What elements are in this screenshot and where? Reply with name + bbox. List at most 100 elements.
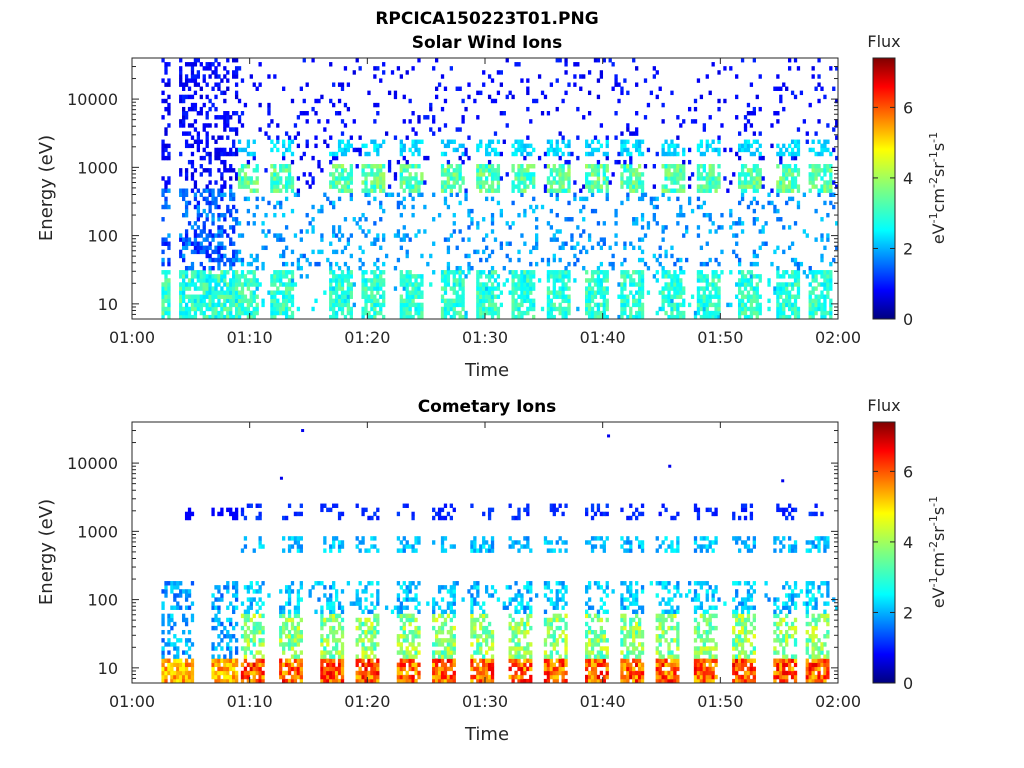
heatmap-cell [193, 192, 198, 198]
heatmap-cell [299, 536, 303, 541]
heatmap-cell [184, 241, 189, 246]
heatmap-cell [673, 172, 677, 177]
heatmap-cell [476, 221, 480, 226]
heatmap-cell [420, 290, 424, 295]
heatmap-cell [411, 613, 415, 619]
heatmap-cell [223, 634, 227, 639]
heatmap-cell [670, 314, 674, 320]
heatmap-cell [249, 302, 253, 308]
heatmap-cell [287, 585, 292, 590]
heatmap-cell [449, 302, 453, 308]
heatmap-cell [402, 581, 406, 586]
heatmap-cell [282, 625, 286, 631]
heatmap-cell [261, 670, 265, 676]
heatmap-cell [393, 94, 398, 100]
heatmap-cell [396, 200, 401, 206]
heatmap-cell [546, 176, 551, 181]
heatmap-cell [799, 261, 804, 267]
heatmap-cell [190, 581, 195, 586]
heatmap-cell [252, 290, 256, 295]
heatmap-cell [699, 184, 704, 189]
heatmap-cell [296, 131, 301, 136]
heatmap-cell [411, 662, 415, 668]
heatmap-cell [334, 184, 339, 189]
heatmap-cell [408, 180, 412, 185]
heatmap-cell [635, 111, 639, 116]
heatmap-cell [696, 196, 701, 202]
heatmap-cell [737, 200, 742, 206]
heatmap-cell [370, 294, 374, 299]
heatmap-cell [187, 200, 192, 206]
heatmap-cell [202, 196, 206, 202]
heatmap-cell [329, 629, 333, 635]
heatmap-cell [214, 151, 218, 157]
heatmap-cell [367, 90, 371, 96]
heatmap-cell [164, 294, 168, 299]
heatmap-cell [282, 151, 286, 157]
heatmap-cell [711, 180, 715, 185]
heatmap-cell [590, 208, 595, 214]
heatmap-cell [752, 168, 756, 173]
heatmap-cell [343, 151, 348, 157]
heatmap-cell [367, 629, 371, 635]
heatmap-cell [740, 298, 745, 304]
heatmap-cell [229, 164, 233, 169]
heatmap-cell [699, 139, 704, 144]
heatmap-cell [820, 294, 824, 299]
heatmap-cell [758, 302, 762, 308]
heatmap-cell [334, 593, 339, 598]
heatmap-cell [364, 172, 368, 177]
heatmap-cell [190, 249, 195, 255]
heatmap-cell [270, 176, 274, 181]
heatmap-cell [408, 674, 412, 680]
heatmap-cell [820, 217, 824, 222]
heatmap-cell [370, 298, 374, 304]
heatmap-cell [779, 86, 783, 91]
heatmap-cell [458, 172, 462, 177]
heatmap-cell [373, 674, 377, 680]
heatmap-cell [490, 229, 495, 234]
heatmap-cell [593, 168, 598, 173]
heatmap-cell [361, 629, 365, 635]
heatmap-cell [673, 314, 677, 320]
heatmap-cell [826, 274, 830, 279]
heatmap-cell [770, 200, 774, 206]
heatmap-cell [167, 111, 171, 116]
heatmap-cell [334, 613, 339, 619]
heatmap-cell [667, 294, 671, 299]
heatmap-cell [170, 625, 174, 631]
heatmap-cell [405, 180, 409, 185]
heatmap-cell [708, 176, 712, 181]
heatmap-cell [420, 314, 424, 320]
heatmap-cell [420, 278, 424, 283]
heatmap-cell [332, 274, 336, 279]
heatmap-cell [740, 270, 745, 275]
heatmap-cell [670, 172, 674, 177]
heatmap-cell [740, 188, 745, 193]
heatmap-cell [411, 511, 415, 517]
heatmap-cell [626, 180, 630, 185]
heatmap-cell [234, 314, 239, 320]
heatmap-cell [290, 184, 295, 189]
heatmap-cell [749, 176, 754, 181]
heatmap-cell [402, 155, 406, 161]
heatmap-cell [499, 82, 503, 87]
heatmap-cell [746, 102, 751, 108]
heatmap-cell [487, 286, 492, 291]
heatmap-cell [585, 249, 589, 255]
heatmap-cell [317, 249, 321, 255]
heatmap-cell [408, 666, 412, 672]
heatmap-cell [232, 662, 236, 668]
heatmap-cell [670, 306, 674, 312]
heatmap-cell [758, 274, 762, 279]
heatmap-cell [620, 180, 624, 185]
heatmap-cell [237, 290, 242, 295]
heatmap-cell [623, 147, 627, 153]
heatmap-cell [382, 290, 386, 295]
heatmap-cell [708, 298, 712, 304]
heatmap-cell [676, 135, 680, 140]
heatmap-cell [670, 139, 674, 144]
heatmap-cell [526, 86, 530, 91]
heatmap-cell [323, 650, 327, 655]
heatmap-cell [823, 147, 827, 153]
